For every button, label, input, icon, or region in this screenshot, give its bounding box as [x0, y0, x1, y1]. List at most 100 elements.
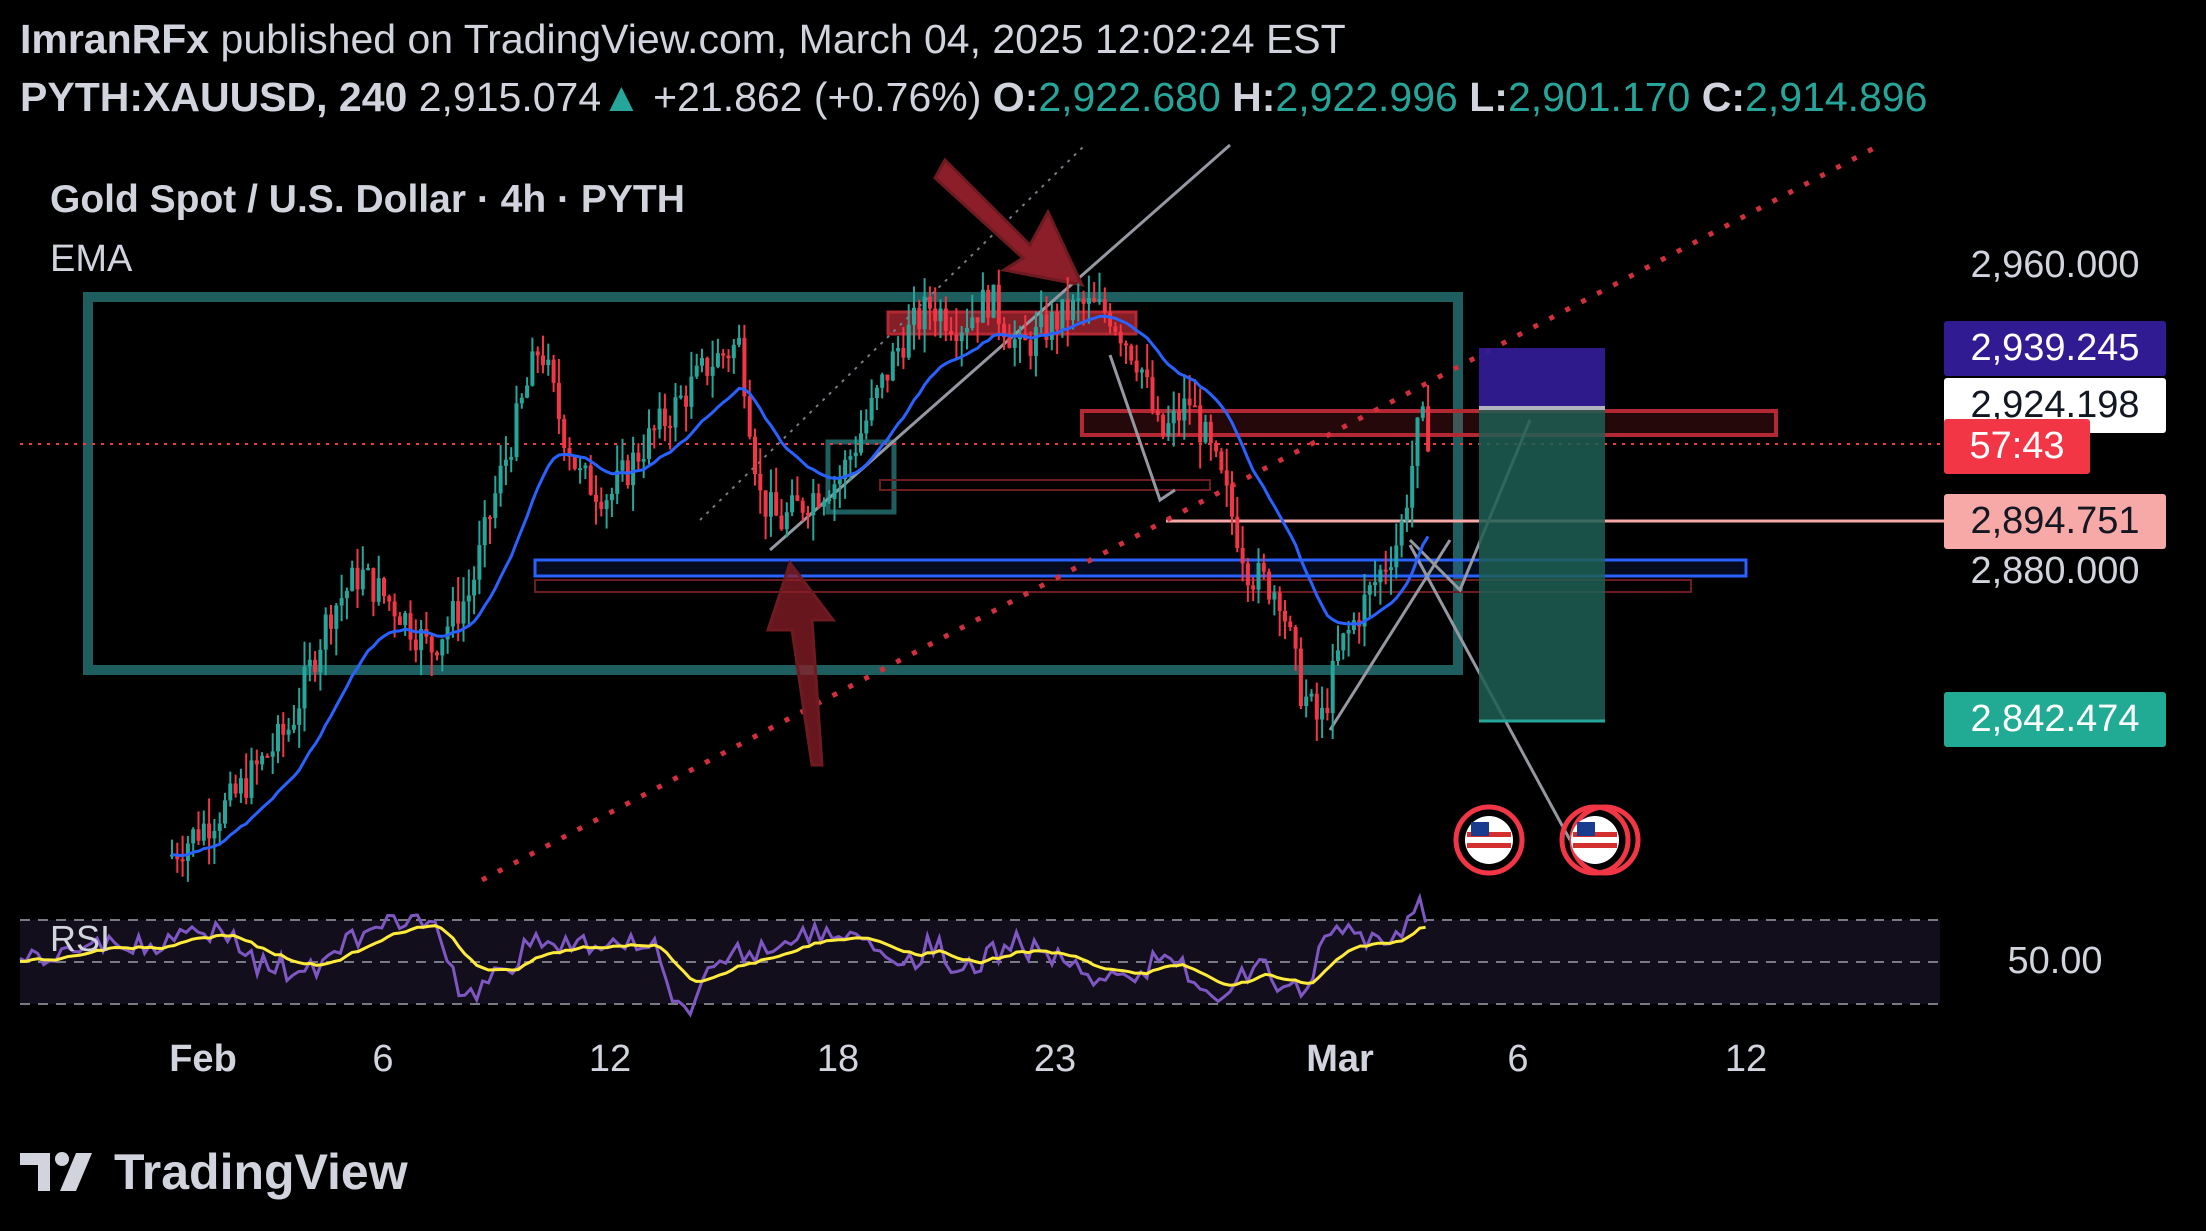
candle-body: [768, 492, 773, 517]
candle-body: [721, 353, 726, 356]
tradingview-logo[interactable]: TradingView: [20, 1143, 408, 1201]
candle-body: [228, 783, 233, 801]
candle-body: [726, 355, 731, 359]
candle-body: [1065, 299, 1070, 321]
candle-body: [620, 460, 625, 471]
candle-body: [1261, 563, 1266, 572]
candle-body: [1389, 567, 1393, 571]
candle-body: [927, 296, 932, 309]
rsi-legend[interactable]: RSI: [50, 918, 111, 959]
candle-body: [912, 307, 916, 325]
us-flag-event-icon-1: [1453, 804, 1525, 876]
candle-body: [212, 830, 217, 839]
candle-body: [461, 601, 466, 624]
rsi-line: [19, 892, 1428, 1018]
low-label: L:: [1469, 74, 1508, 120]
candle-body: [779, 515, 784, 530]
candle-body: [1039, 314, 1044, 328]
candle-body: [556, 382, 561, 419]
author-name[interactable]: ImranRFx: [20, 16, 210, 62]
candle-body: [975, 317, 980, 323]
candle-body: [1336, 650, 1340, 661]
candle-body: [1177, 410, 1181, 421]
candle-body: [1092, 297, 1097, 302]
candle-body: [350, 567, 355, 591]
candle-body: [196, 829, 201, 841]
candle-body: [588, 465, 593, 495]
candle-body: [636, 452, 641, 462]
candle-body: [323, 614, 328, 650]
candle-body: [387, 596, 392, 602]
candle-body: [1055, 311, 1060, 330]
candle-body: [1208, 421, 1213, 443]
candle-body: [233, 783, 238, 794]
candle-body: [498, 465, 503, 494]
candle-body: [986, 289, 991, 318]
candle-body: [1383, 569, 1388, 572]
candle-body: [1235, 516, 1240, 548]
candle-body: [1251, 585, 1256, 590]
candle-body: [896, 347, 901, 352]
candle-body: [1256, 563, 1261, 590]
candle-body: [1415, 417, 1420, 466]
x-tick-feb: Feb: [169, 1038, 237, 1080]
candle-body: [1245, 563, 1250, 586]
candle-body: [583, 465, 588, 469]
x-tick-mar: Mar: [1306, 1038, 1374, 1080]
candle-body: [286, 729, 291, 735]
candle-body: [1325, 707, 1330, 714]
candle-body: [344, 590, 349, 599]
candle-body: [938, 308, 943, 322]
candle-body: [906, 324, 911, 358]
y-tick-2960: 2,960.000: [1970, 244, 2140, 286]
grey-trendline-2: [1328, 539, 1452, 731]
candle-body: [535, 351, 540, 356]
candle-body: [684, 395, 689, 407]
candle-body: [874, 387, 879, 398]
candle-body: [864, 420, 869, 434]
candle-body: [869, 397, 874, 421]
candle-body: [313, 659, 318, 673]
candle-body: [832, 484, 837, 500]
candle-body: [1076, 298, 1081, 301]
candle-body: [265, 755, 270, 758]
candle-body: [615, 470, 620, 494]
candle-body: [694, 365, 699, 377]
candle-body: [943, 308, 948, 331]
candle-body: [1012, 339, 1017, 348]
candle-body: [1219, 451, 1224, 471]
ema-legend[interactable]: EMA: [50, 238, 133, 280]
candle-body: [488, 517, 492, 520]
candle-body: [1102, 299, 1107, 313]
footer-brand: TradingView: [114, 1144, 408, 1200]
candle-body: [254, 760, 259, 765]
candle-body: [551, 359, 556, 383]
candle-body: [965, 328, 969, 333]
candle-body: [959, 332, 964, 342]
arrow-up-icon: [765, 559, 837, 767]
candle-body: [811, 493, 816, 516]
candle-body: [217, 823, 222, 831]
candle-body: [360, 569, 365, 590]
x-tick-23: 23: [1033, 1038, 1077, 1080]
candle-body: [1214, 442, 1219, 452]
range-box: [83, 292, 1463, 675]
candle-body: [366, 568, 371, 571]
candle-body: [281, 723, 286, 735]
price-change: +21.862 (+0.76%): [653, 74, 982, 120]
candle-body: [1362, 594, 1367, 627]
candle-body: [376, 578, 381, 602]
candle-body: [604, 500, 609, 509]
x-tick-12b: 12: [1724, 1038, 1768, 1080]
candle-body: [397, 616, 402, 626]
high-value: 2,922.996: [1275, 74, 1458, 120]
candle-body: [1378, 569, 1383, 583]
candle-body: [567, 447, 572, 457]
candle-body: [562, 418, 567, 448]
candle-body: [334, 605, 339, 629]
candle-body: [933, 308, 938, 322]
candle-body: [758, 473, 763, 491]
candle-body: [1309, 693, 1314, 697]
candle-body: [710, 366, 715, 376]
